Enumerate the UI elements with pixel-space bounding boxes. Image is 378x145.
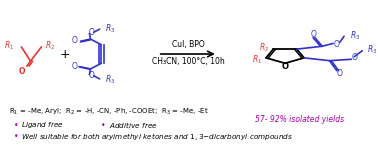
Text: O: O xyxy=(352,53,358,62)
Text: O: O xyxy=(334,40,340,49)
Text: $\it{Additive\ free}$: $\it{Additive\ free}$ xyxy=(108,120,157,130)
Text: R$_1$ = -Me, Aryl;  R$_2$ = -H, -CN, -Ph, -COOEt;  R$_3$ = -Me, -Et: R$_1$ = -Me, Aryl; R$_2$ = -H, -CN, -Ph,… xyxy=(9,107,209,117)
Text: $\it{Well\ suitable\ for\ both\ arylmethyl\ ketones\ and\ 1,3{-}dicarbonyl\ comp: $\it{Well\ suitable\ for\ both\ arylmeth… xyxy=(22,131,293,142)
Text: O: O xyxy=(88,28,94,37)
Text: $\mathit{R_3}$: $\mathit{R_3}$ xyxy=(105,73,115,86)
Text: •: • xyxy=(14,132,18,141)
Text: O: O xyxy=(71,62,77,71)
Text: CH₃CN, 100°C, 10h: CH₃CN, 100°C, 10h xyxy=(152,57,224,66)
Text: $\mathit{R_3}$: $\mathit{R_3}$ xyxy=(350,29,360,42)
Text: $\mathit{R_1}$: $\mathit{R_1}$ xyxy=(4,39,14,52)
Text: •: • xyxy=(101,121,105,130)
Text: $\mathit{R_3}$: $\mathit{R_3}$ xyxy=(105,22,115,35)
Text: $\mathit{R_3}$: $\mathit{R_3}$ xyxy=(367,44,377,56)
Text: O: O xyxy=(18,67,25,76)
Text: •: • xyxy=(14,121,18,130)
Text: $\mathit{R_1}$: $\mathit{R_1}$ xyxy=(252,54,262,66)
Text: $\mathit{R_2}$: $\mathit{R_2}$ xyxy=(45,39,55,52)
Text: O: O xyxy=(71,36,77,45)
Text: CuI, BPO: CuI, BPO xyxy=(172,40,204,49)
Text: +: + xyxy=(60,48,70,60)
Text: 57- 92% isolated yields: 57- 92% isolated yields xyxy=(255,115,344,124)
Text: O: O xyxy=(282,62,288,71)
Text: O: O xyxy=(337,69,342,78)
Text: O: O xyxy=(88,71,94,80)
Text: $\mathit{R_2}$: $\mathit{R_2}$ xyxy=(259,41,269,54)
Text: O: O xyxy=(310,30,316,39)
Text: $\it{Ligand\ free}$: $\it{Ligand\ free}$ xyxy=(22,120,64,130)
